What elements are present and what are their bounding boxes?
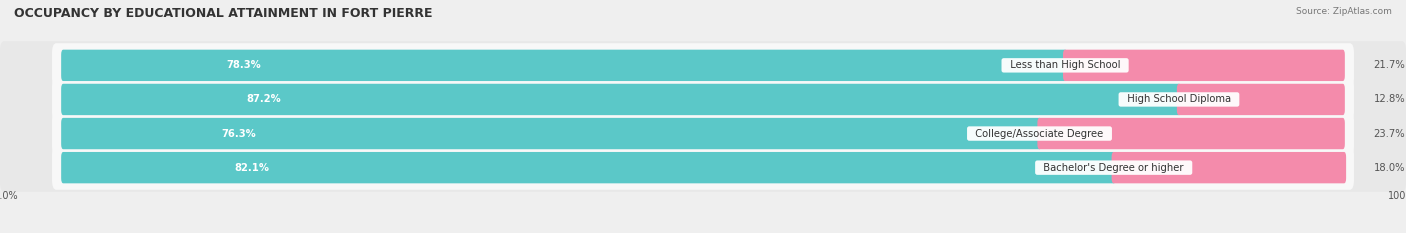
Text: 23.7%: 23.7% [1374,129,1405,139]
FancyBboxPatch shape [62,118,1042,149]
Text: 82.1%: 82.1% [235,163,270,173]
Text: 78.3%: 78.3% [226,60,262,70]
Text: 87.2%: 87.2% [246,94,281,104]
FancyBboxPatch shape [62,152,1116,183]
FancyBboxPatch shape [1177,84,1346,115]
FancyBboxPatch shape [0,41,1406,89]
FancyBboxPatch shape [62,84,1181,115]
FancyBboxPatch shape [62,50,1067,81]
Text: Bachelor's Degree or higher: Bachelor's Degree or higher [1038,163,1189,173]
FancyBboxPatch shape [52,145,1354,190]
FancyBboxPatch shape [52,77,1354,122]
Text: Source: ZipAtlas.com: Source: ZipAtlas.com [1296,7,1392,16]
FancyBboxPatch shape [52,111,1354,156]
FancyBboxPatch shape [1063,50,1344,81]
Text: High School Diploma: High School Diploma [1121,94,1237,104]
Text: Less than High School: Less than High School [1004,60,1126,70]
Text: OCCUPANCY BY EDUCATIONAL ATTAINMENT IN FORT PIERRE: OCCUPANCY BY EDUCATIONAL ATTAINMENT IN F… [14,7,433,20]
FancyBboxPatch shape [52,43,1354,88]
Text: College/Associate Degree: College/Associate Degree [969,129,1109,139]
FancyBboxPatch shape [0,75,1406,124]
Text: 76.3%: 76.3% [222,129,256,139]
Text: 12.8%: 12.8% [1374,94,1405,104]
Text: 21.7%: 21.7% [1374,60,1406,70]
Text: 18.0%: 18.0% [1374,163,1405,173]
FancyBboxPatch shape [0,144,1406,192]
FancyBboxPatch shape [1112,152,1346,183]
FancyBboxPatch shape [0,109,1406,158]
FancyBboxPatch shape [1038,118,1346,149]
